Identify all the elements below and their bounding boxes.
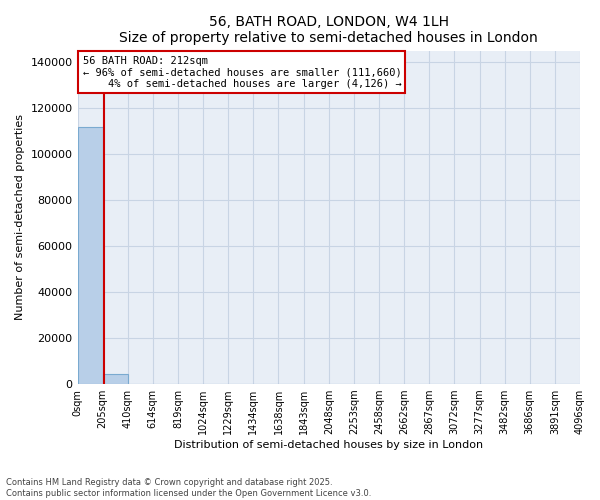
Y-axis label: Number of semi-detached properties: Number of semi-detached properties <box>15 114 25 320</box>
Title: 56, BATH ROAD, LONDON, W4 1LH
Size of property relative to semi-detached houses : 56, BATH ROAD, LONDON, W4 1LH Size of pr… <box>119 15 538 45</box>
Bar <box>77 127 103 384</box>
Text: 56 BATH ROAD: 212sqm
← 96% of semi-detached houses are smaller (111,660)
    4% : 56 BATH ROAD: 212sqm ← 96% of semi-detac… <box>83 56 401 88</box>
X-axis label: Distribution of semi-detached houses by size in London: Distribution of semi-detached houses by … <box>174 440 484 450</box>
Bar <box>103 374 128 384</box>
Text: Contains HM Land Registry data © Crown copyright and database right 2025.
Contai: Contains HM Land Registry data © Crown c… <box>6 478 371 498</box>
